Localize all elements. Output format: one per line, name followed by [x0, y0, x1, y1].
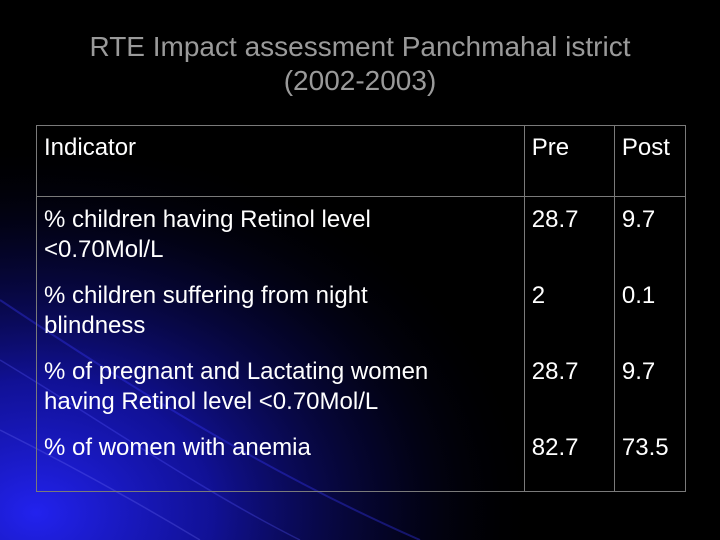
slide-title-line-2: (2002-2003)	[283, 65, 437, 96]
indicator-line-1: % children having Retinol level	[44, 206, 371, 233]
indicator-line-1: % of women with anemia	[44, 434, 311, 461]
post-value: 73.5	[613, 427, 687, 492]
post-value: 9.7	[613, 351, 687, 427]
indicator-cell: % children having Retinol level <0.70Mol…	[36, 196, 525, 276]
indicator-cell: % children suffering from night blindnes…	[36, 275, 525, 352]
table-row: % children having Retinol level <0.70Mol…	[36, 196, 687, 276]
impact-assessment-table: Indicator Pre Post % children having Ret…	[36, 125, 687, 492]
pre-value: 2	[523, 275, 615, 352]
pre-value: 28.7	[523, 351, 615, 427]
pre-value: 28.7	[523, 196, 615, 276]
table-header-row: Indicator Pre Post	[36, 125, 687, 197]
pre-value: 82.7	[523, 427, 615, 492]
indicator-line-1: % children suffering from night	[44, 282, 368, 310]
table-row: % of women with anemia 82.7 73.5	[36, 427, 687, 492]
post-value: 0.1	[613, 275, 687, 352]
indicator-cell: % of pregnant and Lactating women having…	[36, 351, 525, 427]
indicator-line-2: blindness	[44, 312, 146, 340]
header-post: Post	[613, 125, 687, 197]
indicator-line-1: % of pregnant and Lactating women	[44, 358, 429, 386]
indicator-line-2: <0.70Mol/L	[44, 236, 164, 263]
post-value: 9.7	[613, 196, 687, 276]
indicator-line-2: having Retinol level <0.70Mol/L	[44, 388, 379, 416]
table-row: % of pregnant and Lactating women having…	[36, 351, 687, 427]
header-indicator: Indicator	[36, 125, 525, 197]
header-pre: Pre	[523, 125, 615, 197]
slide-title-line-1: RTE Impact assessment Panchmahal istrict	[89, 31, 631, 62]
indicator-cell: % of women with anemia	[36, 427, 525, 492]
slide-title: RTE Impact assessment Panchmahal istrict…	[20, 30, 700, 98]
table-row: % children suffering from night blindnes…	[36, 275, 687, 352]
